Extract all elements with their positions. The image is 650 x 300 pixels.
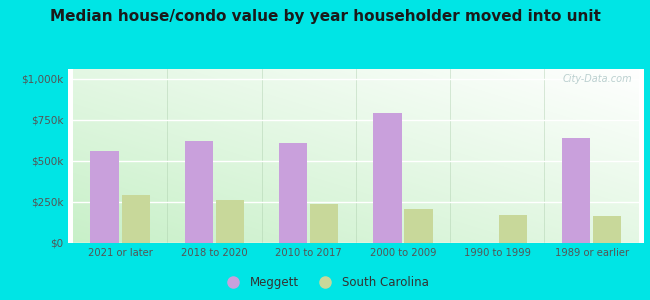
Bar	[310, 204, 339, 243]
Bar	[122, 195, 150, 243]
Bar	[185, 141, 213, 243]
Text: City-Data.com: City-Data.com	[562, 74, 632, 84]
Bar	[279, 143, 307, 243]
Bar	[373, 113, 402, 243]
Bar	[90, 151, 119, 243]
Bar	[593, 216, 621, 243]
Bar	[404, 208, 433, 243]
Bar	[562, 138, 590, 243]
Text: Median house/condo value by year householder moved into unit: Median house/condo value by year househo…	[49, 9, 601, 24]
Bar	[499, 215, 527, 243]
Legend: Meggett, South Carolina: Meggett, South Carolina	[217, 272, 433, 294]
Bar	[216, 200, 244, 243]
